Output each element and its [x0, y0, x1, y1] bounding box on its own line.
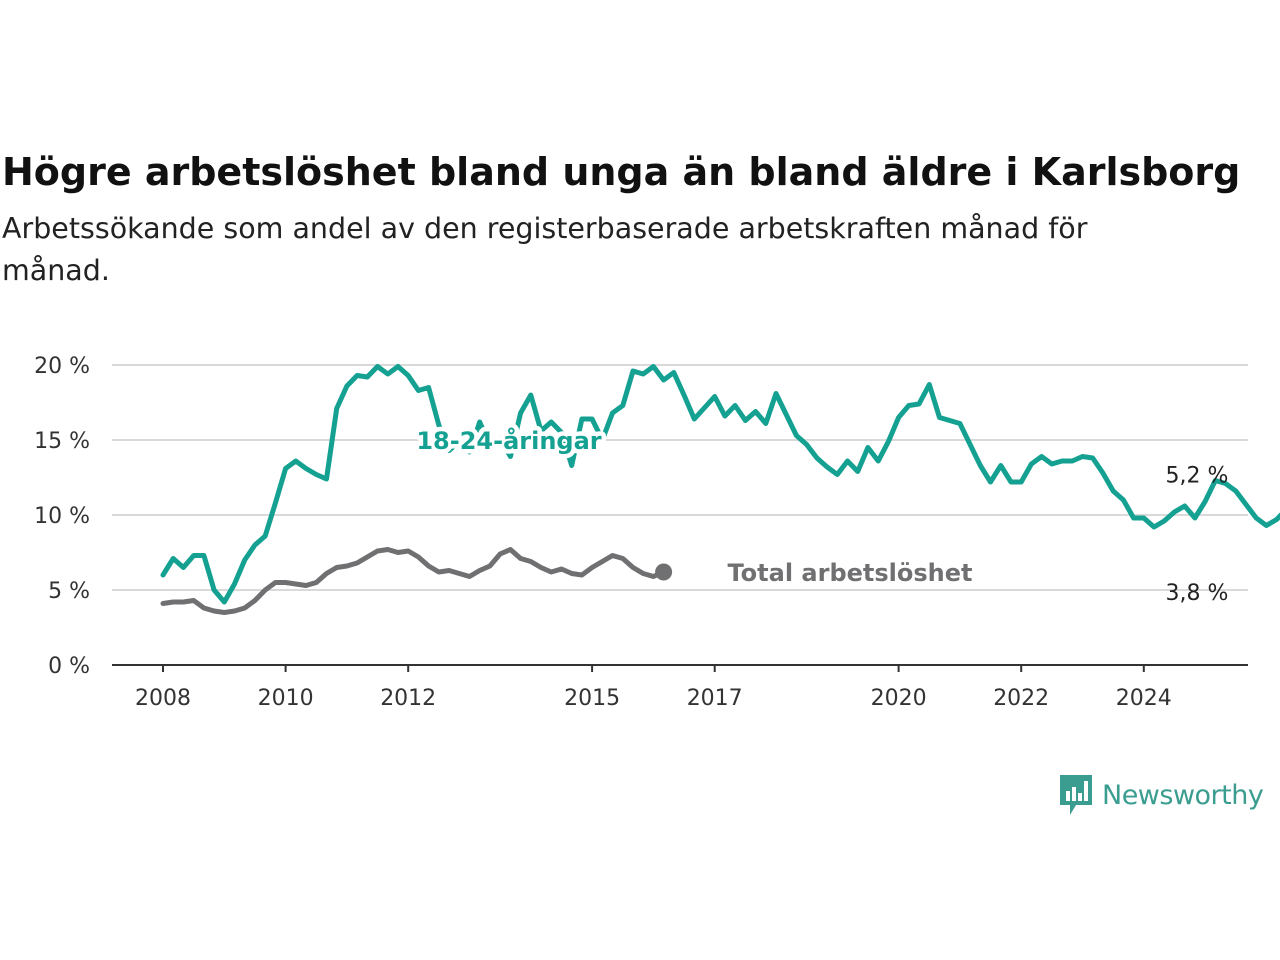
axes: 0 % 5 % 10 % 15 % 20 % 2008 2010 2012 2015 2017 20… — [34, 354, 1248, 711]
y-tick-label: 15 % — [34, 429, 90, 454]
page-subtitle: Arbetssökande som andel av den registerb… — [2, 212, 1088, 287]
line-chart: 0 % 5 % 10 % 15 % 20 % 2008 2010 2012 2015 2017 20… — [34, 354, 1280, 711]
brand-name: Newsworthy — [1102, 779, 1264, 811]
series-line-total — [160, 547, 667, 615]
x-tick-label: 2015 — [564, 686, 620, 711]
series-label-youth-halo: 18-24-åringar — [416, 426, 601, 455]
brand-logo: Newsworthy — [1058, 772, 1264, 818]
end-value-youth: 5,2 % — [1166, 464, 1229, 489]
x-tick-label: 2022 — [993, 686, 1049, 711]
series-label-total: Total arbetslöshet — [727, 559, 972, 587]
series-lines — [160, 364, 1280, 615]
end-dot-total — [655, 563, 673, 581]
y-tick-label: 10 % — [34, 504, 90, 529]
series-line-youth — [160, 364, 1280, 605]
x-tick-label: 2012 — [380, 686, 436, 711]
series-label-youth: 18-24-åringar — [416, 426, 601, 455]
x-tick-label: 2010 — [258, 686, 314, 711]
x-tick-label: 2008 — [135, 686, 191, 711]
page-title: Högre arbetslöshet bland unga än bland ä… — [2, 150, 1241, 194]
y-tick-label: 20 % — [34, 354, 90, 379]
grid-lines — [112, 364, 1248, 591]
series-label-total-halo: Total arbetslöshet — [727, 559, 972, 587]
y-tick-label: 5 % — [48, 579, 90, 604]
x-tick-label: 2017 — [687, 686, 743, 711]
newsworthy-bar-chart-icon — [1060, 775, 1092, 815]
end-value-total: 3,8 % — [1166, 581, 1229, 606]
y-tick-label: 0 % — [48, 654, 90, 679]
x-tick-label: 2020 — [871, 686, 927, 711]
x-tick-label: 2024 — [1116, 686, 1172, 711]
